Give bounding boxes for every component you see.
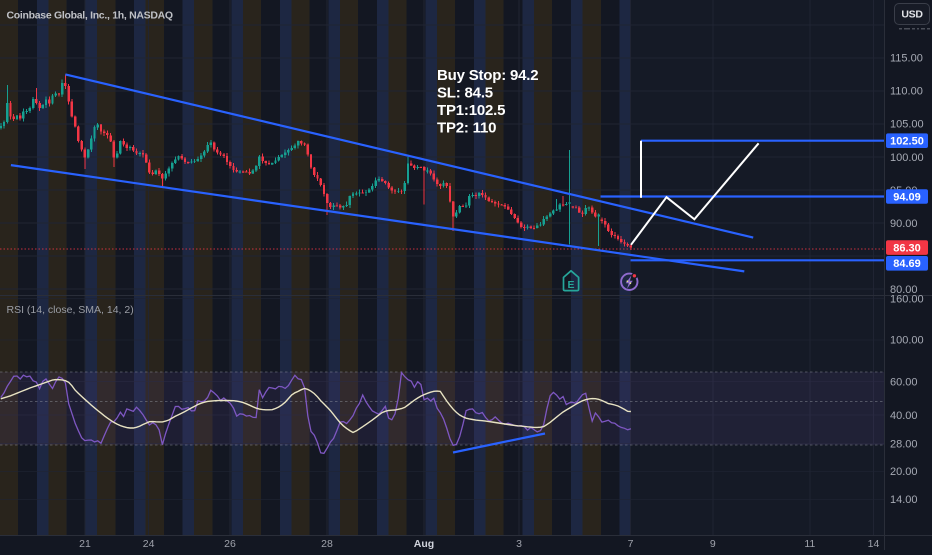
svg-text:TP2: 110: TP2: 110 [437,120,496,137]
svg-text:40.00: 40.00 [890,410,918,422]
svg-text:100.00: 100.00 [890,152,924,164]
svg-text:115.00: 115.00 [890,53,923,65]
svg-text:Buy Stop: 94.2: Buy Stop: 94.2 [437,67,538,84]
svg-text:80.00: 80.00 [890,284,918,296]
svg-text:USD: USD [901,9,923,21]
svg-text:28.00: 28.00 [890,438,918,450]
svg-text:TP1:102.5: TP1:102.5 [437,102,505,119]
svg-text:28: 28 [321,538,333,550]
svg-text:9: 9 [710,538,716,550]
svg-text:100.00: 100.00 [890,335,924,347]
svg-text:86.30: 86.30 [893,242,921,254]
svg-text:60.00: 60.00 [890,376,918,388]
svg-text:11: 11 [804,538,815,550]
svg-text:24: 24 [143,538,155,550]
svg-text:160.00: 160.00 [890,294,924,306]
svg-text:102.50: 102.50 [890,136,924,148]
svg-text:3: 3 [516,538,522,550]
svg-text:14: 14 [868,538,880,550]
svg-text:26: 26 [224,538,236,550]
svg-text:84.69: 84.69 [893,258,921,270]
svg-text:94.09: 94.09 [893,191,921,203]
svg-text:E: E [567,279,574,291]
svg-text:90.00: 90.00 [890,218,918,230]
svg-text:105.00: 105.00 [890,119,924,131]
svg-text:14.00: 14.00 [890,494,918,506]
svg-text:7: 7 [628,538,634,550]
svg-text:SL: 84.5: SL: 84.5 [437,85,493,102]
svg-text:20.00: 20.00 [890,466,918,478]
svg-text:Aug: Aug [414,538,434,550]
svg-text:21: 21 [79,538,91,550]
svg-text:Coinbase Global, Inc., 1h, NAS: Coinbase Global, Inc., 1h, NASDAQ [7,10,173,22]
svg-text:110.00: 110.00 [890,86,923,98]
svg-text:RSI (14, close, SMA, 14, 2): RSI (14, close, SMA, 14, 2) [7,304,134,316]
